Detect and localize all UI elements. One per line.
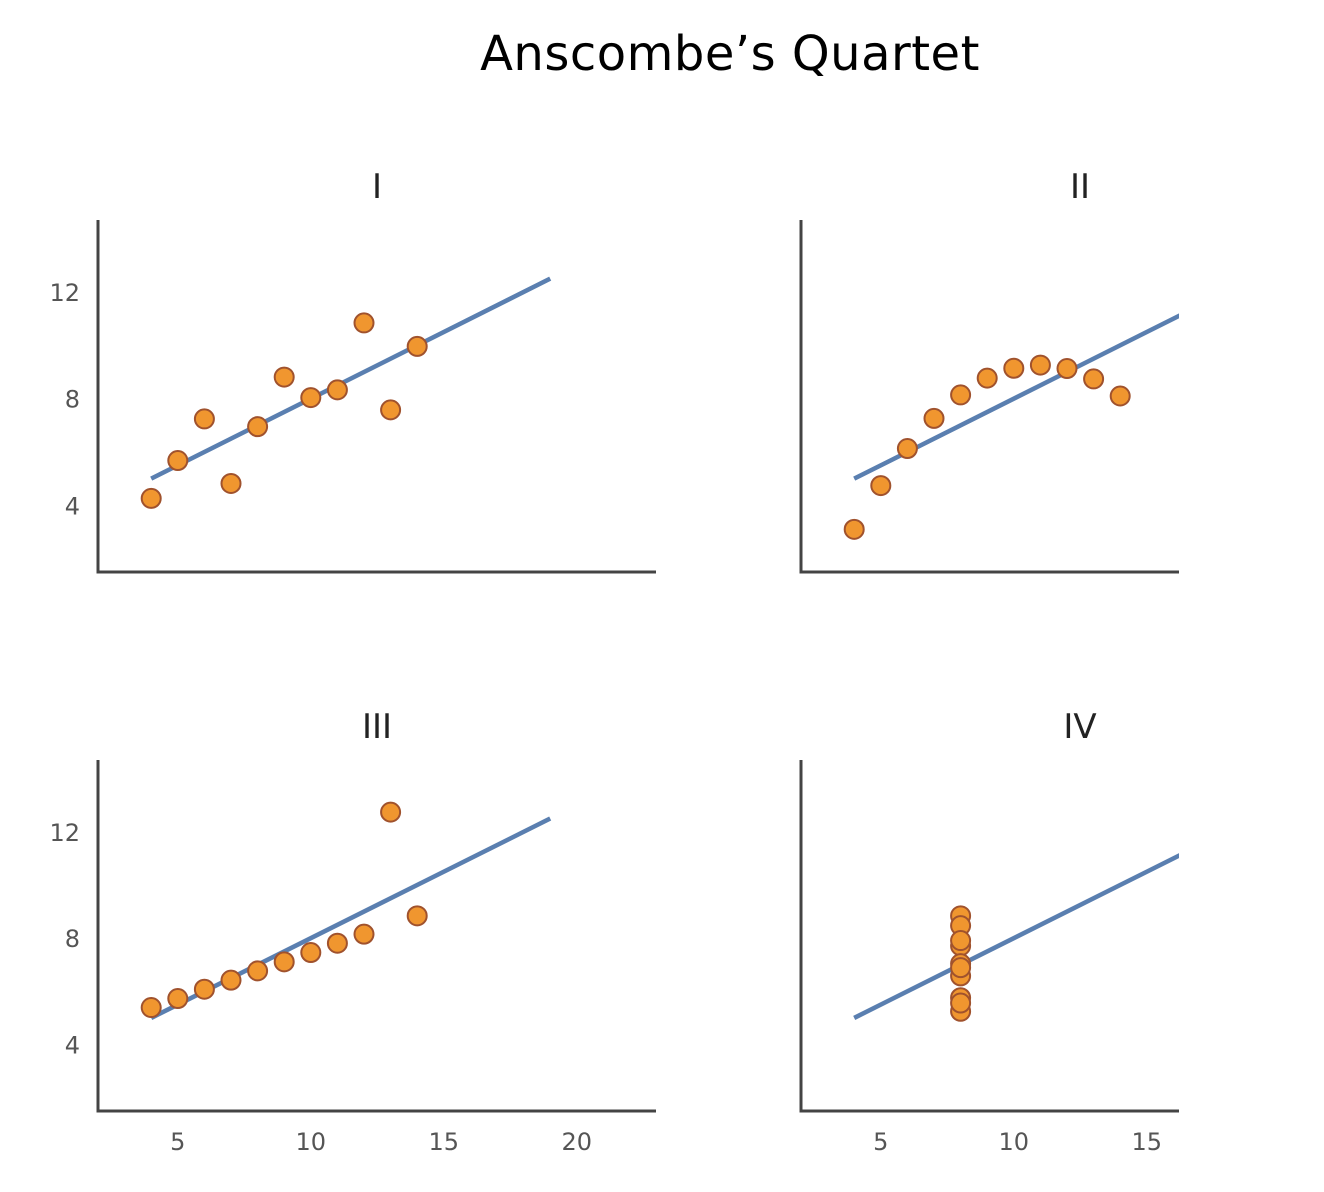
data-point	[220, 472, 242, 494]
data-point	[406, 905, 428, 927]
data-point	[1083, 368, 1105, 390]
data-point	[976, 367, 998, 389]
panel-2: II	[799, 167, 1179, 574]
x-tick-label: 20	[562, 1128, 593, 1156]
axes	[799, 760, 1179, 1113]
data-point	[326, 379, 348, 401]
y-tick-label: 12	[49, 279, 80, 307]
data-point	[380, 399, 402, 421]
panel-4: IV 5 10 15	[799, 707, 1263, 1156]
x-tick-label: 5	[170, 1128, 185, 1156]
panel-1: I 4 8 12	[49, 167, 656, 574]
x-tick-label: 5	[873, 1128, 888, 1156]
panel-3-plot-area	[140, 801, 552, 1020]
y-tick-label: 8	[65, 386, 80, 414]
x-tick-label: 10	[296, 1128, 327, 1156]
axes	[799, 220, 1179, 574]
data-point	[406, 335, 428, 357]
data-point	[950, 384, 972, 406]
data-point	[1109, 385, 1131, 407]
regression-line	[150, 816, 552, 1020]
x-tick-label: 15	[429, 1128, 460, 1156]
data-point	[950, 992, 972, 1014]
data-point	[896, 438, 918, 460]
data-point	[140, 997, 162, 1019]
data-point	[247, 416, 269, 438]
axes	[96, 220, 656, 574]
panel-4-plot-area	[853, 809, 1263, 1022]
data-point	[353, 923, 375, 945]
data-point	[1003, 357, 1025, 379]
panel-title: III	[362, 707, 392, 747]
y-tick-label: 4	[65, 492, 80, 520]
data-point	[950, 957, 972, 979]
panel-2-plot-area	[843, 313, 1179, 540]
regression-line	[853, 313, 1179, 481]
panel-title: IV	[1063, 707, 1096, 747]
data-point	[923, 407, 945, 429]
data-point	[167, 988, 189, 1010]
panel-title: II	[1070, 167, 1090, 207]
axes	[96, 760, 656, 1113]
data-point	[950, 930, 972, 952]
y-tick-label: 4	[65, 1032, 80, 1060]
data-point	[220, 969, 242, 991]
data-point	[167, 450, 189, 472]
y-tick-label: 12	[49, 819, 80, 847]
data-point	[380, 801, 402, 823]
data-point	[1029, 354, 1051, 376]
x-tick-label: 15	[1132, 1128, 1163, 1156]
panel-title: I	[372, 167, 382, 207]
x-tick-label: 10	[999, 1128, 1030, 1156]
data-point	[843, 518, 865, 540]
data-point	[300, 942, 322, 964]
chart-title: Anscombe’s Quartet	[480, 26, 980, 82]
data-point	[140, 487, 162, 509]
data-point	[1244, 809, 1263, 828]
data-point	[300, 387, 322, 409]
panel-3: III 4 8 12 5 10 15 20	[49, 707, 656, 1156]
data-point	[193, 408, 215, 430]
panel-1-plot-area	[140, 276, 552, 509]
data-point	[193, 978, 215, 1000]
regression-line	[150, 276, 552, 481]
data-point	[247, 960, 269, 982]
data-point	[870, 475, 892, 497]
regression-line	[853, 853, 1179, 1020]
data-point	[353, 312, 375, 334]
data-point	[326, 932, 348, 954]
data-point	[273, 366, 295, 388]
data-point	[273, 951, 295, 973]
data-point	[1056, 358, 1078, 380]
y-tick-label: 8	[65, 925, 80, 953]
